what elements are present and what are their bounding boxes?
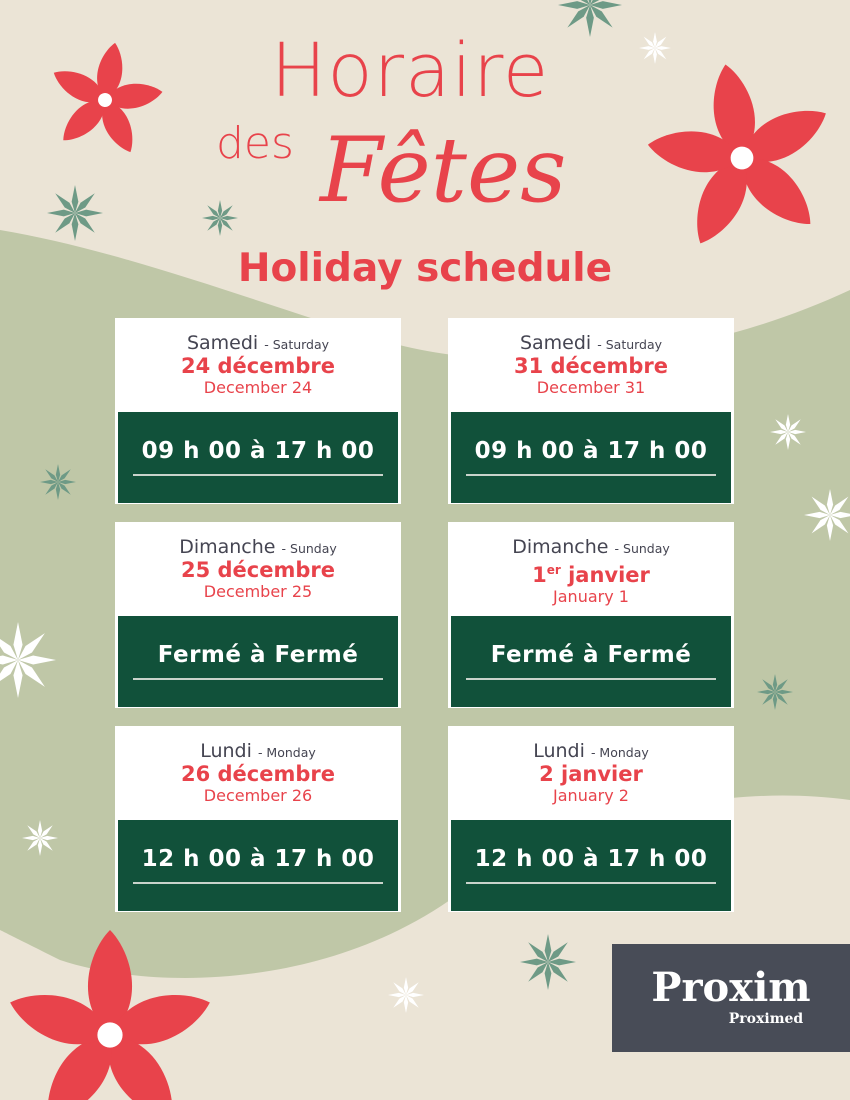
sparkle-icon	[639, 32, 671, 64]
date-fr: 2 janvier	[539, 762, 643, 786]
day-label: Dimanche - Sunday	[512, 536, 670, 558]
sparkle-icon	[520, 934, 576, 990]
sparkle-icon	[770, 414, 806, 450]
poinsettia-icon	[53, 42, 163, 153]
date-en: December 25	[203, 582, 313, 601]
poinsettia-icon	[647, 64, 826, 244]
sparkle-icon	[22, 820, 58, 856]
sparkle-icon	[47, 185, 103, 241]
date-en: December 26	[203, 786, 313, 805]
date-fr: 1er janvier	[532, 563, 650, 587]
schedule-card: Lundi - Monday 2 janvier January 2 12 h 00 …	[448, 726, 734, 912]
day-label: Lundi - Monday	[200, 740, 316, 762]
schedule-card: Dimanche - Sunday 25 décembre December 25 F…	[115, 522, 401, 708]
proxim-logo: Proxim Proximed	[612, 944, 850, 1052]
poinsettia-icon	[10, 930, 210, 1100]
hours: 09 h 00 à 17 h 00	[451, 412, 731, 503]
date-fr: 26 décembre	[180, 762, 335, 786]
sparkle-icon	[558, 0, 622, 37]
sparkle-icon	[757, 674, 793, 710]
schedule-card: Lundi - Monday 26 décembre December 26 12 h…	[115, 726, 401, 912]
sparkle-icon	[804, 489, 850, 541]
day-label: Dimanche - Sunday	[179, 536, 337, 558]
hours: Fermé à Fermé	[451, 616, 731, 707]
hours: 09 h 00 à 17 h 00	[118, 412, 398, 503]
sparkle-icon	[202, 200, 238, 236]
date-en: January 2	[553, 786, 629, 805]
day-label: Samedi - Saturday	[519, 332, 663, 354]
date-fr: 25 décembre	[180, 558, 335, 582]
schedule-card: Samedi - Saturday 24 décembre December 24 0…	[115, 318, 401, 504]
sparkle-icon	[0, 622, 56, 698]
title-horaire: Horaire	[270, 28, 550, 114]
date-fr: 24 décembre	[180, 354, 335, 378]
title-des: des	[216, 118, 294, 169]
sparkle-icon	[40, 464, 76, 500]
date-fr: 31 décembre	[513, 354, 668, 378]
schedule-card: Dimanche - Sunday 1er janvier January 1 Fer…	[448, 522, 734, 708]
day-label: Samedi - Saturday	[186, 332, 330, 354]
date-en: January 1	[553, 587, 629, 606]
sparkle-icon	[388, 977, 424, 1013]
hours: 12 h 00 à 17 h 00	[451, 820, 731, 911]
day-label: Lundi - Monday	[533, 740, 649, 762]
date-en: December 31	[536, 378, 646, 397]
hours: Fermé à Fermé	[118, 616, 398, 707]
hours: 12 h 00 à 17 h 00	[118, 820, 398, 911]
schedule-card: Samedi - Saturday 31 décembre December 31 0…	[448, 318, 734, 504]
title-fetes: Fêtes	[320, 118, 567, 223]
date-en: December 24	[203, 378, 313, 397]
title-holiday-schedule: Holiday schedule	[237, 246, 613, 291]
